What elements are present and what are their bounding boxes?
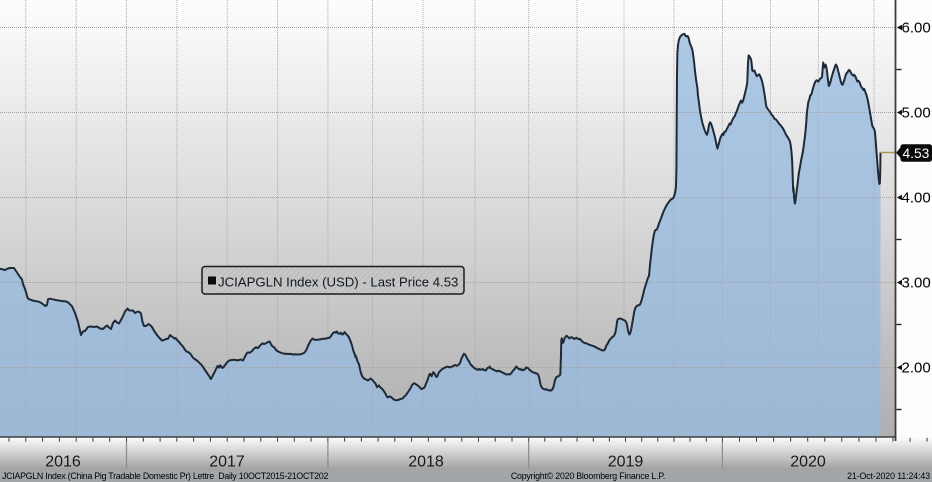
svg-text:4.00: 4.00 xyxy=(902,189,931,206)
svg-text:2018: 2018 xyxy=(408,454,444,471)
svg-text:2019: 2019 xyxy=(608,454,644,471)
svg-text:2017: 2017 xyxy=(209,454,245,471)
svg-text:2016: 2016 xyxy=(45,454,81,471)
svg-text:5.00: 5.00 xyxy=(902,104,931,121)
svg-text:6.00: 6.00 xyxy=(902,19,931,36)
svg-text:2020: 2020 xyxy=(790,454,826,471)
svg-text:JCIAPGLN Index (USD) - Last Pr: JCIAPGLN Index (USD) - Last Price 4.53 xyxy=(218,275,458,290)
svg-text:21-Oct-2020 11:24:43: 21-Oct-2020 11:24:43 xyxy=(847,471,930,481)
svg-text:Copyright© 2020 Bloomberg Fina: Copyright© 2020 Bloomberg Finance L.P. xyxy=(511,471,665,481)
svg-text:JCIAPGLN Index (China Pig Trad: JCIAPGLN Index (China Pig Tradable Domes… xyxy=(2,471,329,481)
svg-text:4.53: 4.53 xyxy=(903,146,930,161)
svg-text:2.00: 2.00 xyxy=(902,359,931,376)
svg-text:3.00: 3.00 xyxy=(902,274,931,291)
